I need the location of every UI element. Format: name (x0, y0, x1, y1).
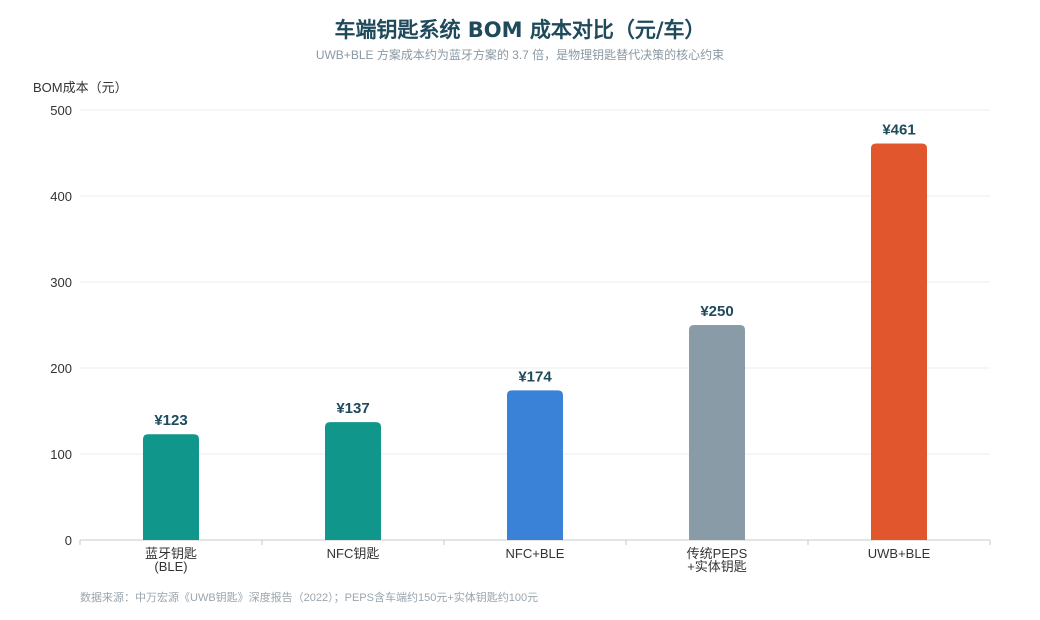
bar (325, 422, 381, 540)
y-tick-label: 300 (50, 275, 72, 290)
source-note: 数据来源：中万宏源《UWB钥匙》深度报告（2022）；PEPS含车端约150元+… (80, 590, 538, 604)
grid-lines (80, 109, 990, 455)
bar (871, 143, 927, 541)
bars (143, 143, 927, 541)
x-axis-tick-marks (79, 540, 991, 545)
bar (689, 325, 745, 540)
category-label: 传统PEPS (687, 546, 748, 561)
value-label: ¥461 (882, 122, 915, 139)
category-label: +实体钥匙 (687, 559, 747, 574)
category-label: 蓝牙钥匙 (145, 546, 197, 561)
bar (507, 390, 563, 540)
value-label: ¥123 (154, 412, 187, 429)
category-label: (BLE) (154, 559, 187, 574)
y-tick-label: 0 (65, 533, 72, 548)
category-labels: 蓝牙钥匙(BLE) NFC钥匙 NFC+BLE 传统PEPS+实体钥匙 UWB+BLE (145, 546, 931, 574)
y-tick-label: 400 (50, 189, 72, 204)
value-label: ¥174 (518, 368, 552, 385)
category-label: UWB+BLE (868, 546, 931, 561)
y-tick-label: 100 (50, 447, 72, 462)
y-tick-label: 200 (50, 361, 72, 376)
value-label: ¥250 (700, 303, 733, 320)
value-labels: ¥123 ¥137 ¥174 ¥250 ¥461 (154, 122, 915, 430)
bar (143, 434, 199, 540)
y-tick-label: 500 (50, 103, 72, 118)
y-axis-ticks: 0 100 200 300 400 500 (50, 103, 72, 548)
chart-title: 车端钥匙系统 BOM 成本对比（元/车） (334, 18, 705, 42)
category-label: NFC钥匙 (327, 546, 380, 561)
y-axis-label: BOM成本（元） (33, 80, 128, 95)
chart-subtitle: UWB+BLE 方案成本约为蓝牙方案的 3.7 倍，是物理钥匙替代决策的核心约束 (316, 47, 724, 62)
value-label: ¥137 (336, 400, 369, 417)
category-label: NFC+BLE (506, 546, 565, 561)
